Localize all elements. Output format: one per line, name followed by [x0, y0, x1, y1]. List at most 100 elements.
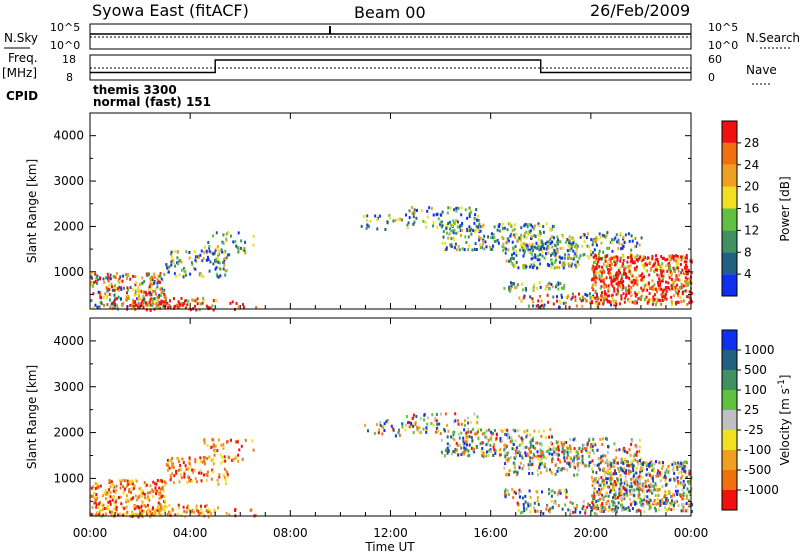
echo-cell	[513, 447, 516, 451]
echo-cell	[668, 491, 671, 495]
echo-cell	[98, 502, 100, 506]
echo-cell	[410, 421, 412, 425]
echo-cell	[392, 427, 395, 431]
echo-cell	[588, 256, 591, 260]
echo-cell	[548, 245, 551, 248]
echo-cell	[508, 469, 511, 473]
echo-cell	[670, 502, 673, 506]
echo-cell	[569, 264, 571, 268]
echo-cell	[519, 248, 522, 252]
echo-cell	[522, 296, 525, 300]
echo-cell	[689, 280, 692, 284]
echo-cell	[659, 281, 662, 285]
echo-cell	[511, 229, 514, 232]
echo-cell	[523, 234, 526, 238]
echo-cell	[151, 278, 154, 282]
echo-cell	[141, 509, 144, 513]
echo-cell	[139, 512, 142, 516]
echo-cell	[548, 446, 551, 450]
echo-cell	[561, 261, 564, 265]
echo-cell	[539, 451, 542, 455]
echo-cell	[617, 494, 620, 497]
echo-cell	[634, 245, 636, 249]
power-colorbar-band	[722, 252, 737, 275]
echo-cell	[623, 494, 626, 498]
echo-cell	[491, 247, 494, 251]
echo-cell	[643, 495, 646, 498]
echo-cell	[468, 225, 471, 229]
echo-cell	[515, 260, 518, 264]
echo-cell	[475, 446, 478, 449]
echo-cell	[366, 219, 368, 222]
echo-cell	[630, 292, 632, 296]
echo-cell	[536, 473, 539, 477]
echo-cell	[524, 287, 527, 290]
echo-cell	[617, 238, 620, 242]
echo-cell	[158, 274, 161, 278]
echo-cell	[515, 455, 518, 459]
echo-cell	[631, 439, 634, 443]
echo-cell	[632, 458, 635, 462]
echo-cell	[510, 232, 513, 236]
echo-cell	[614, 263, 617, 267]
echo-cell	[663, 501, 666, 505]
echo-cell	[536, 499, 539, 503]
echo-cell	[90, 283, 93, 286]
echo-cell	[619, 259, 622, 263]
echo-cell	[552, 252, 555, 256]
echo-cell	[670, 495, 673, 499]
echo-cell	[517, 508, 520, 512]
echo-cell	[216, 245, 219, 249]
echo-cell	[570, 450, 573, 453]
echo-cell	[140, 302, 143, 306]
echo-cell	[175, 471, 178, 475]
echo-cell	[504, 428, 507, 432]
echo-cell	[619, 302, 622, 306]
echo-cell	[659, 269, 662, 273]
echo-cell	[641, 499, 644, 503]
echo-cell	[156, 508, 159, 512]
echo-cell	[477, 225, 480, 229]
echo-cell	[512, 496, 515, 500]
power-data	[90, 206, 693, 312]
echo-cell	[570, 462, 572, 466]
echo-cell	[572, 510, 575, 514]
echo-cell	[96, 305, 99, 309]
echo-cell	[622, 284, 625, 288]
power-plot-area	[90, 113, 691, 309]
y-tick-label: 2000	[53, 426, 84, 440]
echo-cell	[157, 279, 160, 283]
echo-cell	[656, 280, 659, 284]
echo-cell	[613, 469, 616, 473]
echo-cell	[589, 451, 591, 455]
echo-cell	[673, 287, 675, 291]
echo-cell	[637, 485, 639, 488]
echo-cell	[621, 448, 624, 452]
echo-cell	[640, 294, 643, 298]
echo-cell	[512, 428, 515, 432]
echo-cell	[483, 431, 486, 435]
echo-cell	[522, 506, 525, 510]
echo-cell	[187, 299, 190, 303]
echo-cell	[614, 505, 617, 509]
echo-cell	[436, 225, 439, 229]
echo-cell	[614, 490, 617, 494]
echo-cell	[685, 494, 688, 498]
echo-cell	[511, 447, 514, 451]
echo-cell	[107, 500, 110, 504]
echo-cell	[534, 446, 537, 450]
echo-cell	[687, 490, 690, 494]
echo-cell	[137, 293, 140, 297]
echo-cell	[151, 275, 153, 279]
echo-cell	[512, 247, 515, 251]
echo-cell	[575, 251, 578, 255]
echo-cell	[507, 239, 510, 243]
echo-cell	[109, 495, 112, 499]
echo-cell	[165, 463, 168, 467]
echo-cell	[594, 296, 597, 300]
echo-cell	[419, 430, 422, 434]
echo-cell	[422, 219, 425, 223]
echo-cell	[221, 250, 224, 254]
echo-cell	[557, 468, 560, 472]
echo-cell	[140, 504, 143, 508]
